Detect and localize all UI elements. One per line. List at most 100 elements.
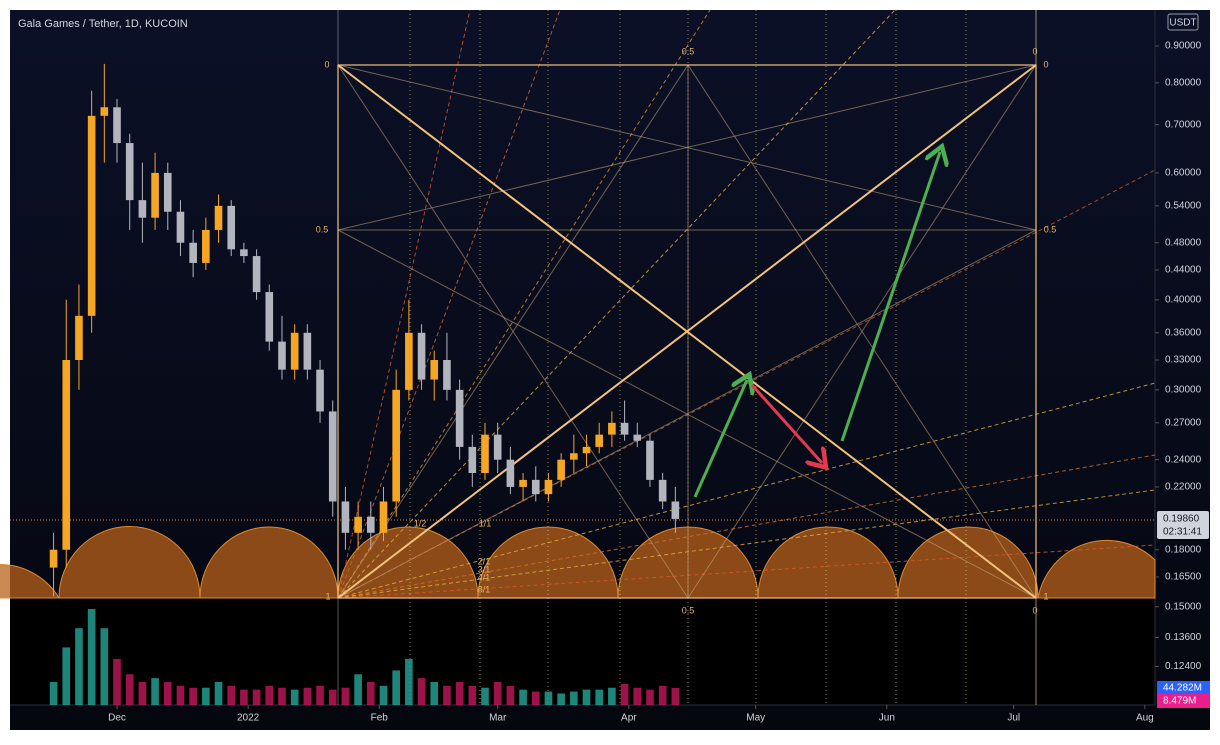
candle-body [620, 422, 629, 435]
candle-body [405, 332, 413, 390]
candle-body [595, 434, 604, 447]
volume-bar [417, 678, 426, 705]
y-tick-label: 0.22000 [1165, 482, 1202, 493]
volume-bar [151, 678, 159, 705]
volume-bar [227, 685, 236, 705]
volume-bar [265, 685, 274, 705]
gann-label: 1 [325, 591, 330, 601]
volume-bar [557, 693, 565, 705]
candles [49, 63, 680, 705]
volume-bar [290, 689, 299, 705]
y-tick-label: 0.16500 [1165, 572, 1202, 583]
gann-label: 2/1 [478, 556, 491, 566]
gann-line [687, 64, 1037, 599]
arrow-up [693, 380, 747, 498]
volume-bar [163, 681, 172, 705]
gann-label: 0 [1043, 59, 1048, 69]
volume-bar [49, 681, 58, 705]
x-tick-label: Jun [879, 713, 895, 724]
y-tick-label: 0.36000 [1165, 327, 1202, 338]
volume-bar [646, 689, 654, 705]
gann-label: 1/2 [414, 518, 427, 528]
candle-body [227, 205, 236, 250]
gann-fan-line [337, 544, 1156, 599]
x-tick-label: Mar [489, 713, 507, 724]
gann-label: 3/1 [478, 564, 491, 574]
volume-bar [620, 683, 629, 705]
x-tick-label: Apr [621, 713, 637, 724]
candle-body [481, 434, 489, 474]
volume-bar [531, 691, 540, 705]
candle-body [138, 200, 147, 218]
gann-label: 1/1 [479, 518, 492, 528]
candle-body [366, 516, 375, 533]
candle-body [493, 434, 502, 460]
x-tick-label: May [746, 713, 765, 724]
volume-bar [506, 685, 515, 705]
volume-bar [138, 681, 147, 705]
arrow-up [840, 152, 940, 442]
volume-bar [633, 687, 642, 705]
candle-body [265, 292, 274, 342]
candle-body [328, 411, 337, 502]
candle-body [582, 446, 591, 454]
candle-body [392, 389, 400, 502]
candle-body [544, 479, 553, 495]
candle-body [633, 434, 642, 441]
volume-bar [544, 691, 553, 705]
y-tick-label: 0.54000 [1165, 201, 1202, 212]
candle-body [100, 107, 109, 116]
gann-label: 0 [1032, 46, 1037, 56]
gann-label: 0.5 [1044, 224, 1057, 234]
candle-body [468, 446, 477, 474]
candle-body [646, 440, 654, 480]
y-tick-label: 0.30000 [1165, 384, 1202, 395]
volume-badge-label: 44.282M [1163, 683, 1202, 694]
candle-body [240, 249, 248, 257]
chart-title: Gala Games / Tether, 1D, KUCOIN [18, 18, 188, 30]
volume-bar [455, 681, 464, 705]
gann-line [337, 229, 1037, 599]
gann-label: 8/1 [478, 584, 491, 594]
gann-label: 0 [1032, 605, 1037, 615]
candle-body [506, 459, 515, 487]
y-tick-label: 0.60000 [1165, 168, 1202, 179]
gann-fan-line [337, 454, 1156, 599]
volume-bar [379, 685, 388, 705]
last-price-label: 0.19860 [1163, 514, 1200, 525]
candle-body [151, 172, 159, 218]
x-tick-label: Feb [371, 713, 389, 724]
currency-label: USDT [1169, 18, 1196, 29]
volume-bar [202, 687, 210, 705]
gann-diagonal [337, 64, 1037, 599]
volume-bar [366, 681, 375, 705]
candle-body [113, 107, 121, 144]
y-tick-label: 0.12400 [1165, 661, 1202, 672]
y-tick-label: 0.80000 [1165, 78, 1202, 89]
y-tick-label: 0.15000 [1165, 601, 1202, 612]
volume-bar [240, 689, 248, 705]
last-price-badge [1157, 510, 1209, 539]
y-tick-label: 0.27000 [1165, 417, 1202, 428]
x-tick-label: 2022 [237, 713, 260, 724]
candle-body [49, 549, 58, 568]
candle-body [189, 242, 197, 263]
volume-badge [1157, 681, 1210, 695]
volume-bar [608, 687, 616, 705]
volume-badge [1157, 694, 1210, 708]
candle-body [176, 211, 185, 243]
volume-bar [278, 687, 286, 705]
candle-body [557, 459, 565, 480]
candle-body [163, 172, 172, 212]
y-tick-label: 0.48000 [1165, 237, 1202, 248]
gann-label: 0.5 [316, 224, 329, 234]
y-tick-label: 0.70000 [1165, 119, 1202, 130]
candle-body [214, 205, 223, 230]
candle-body [354, 516, 362, 533]
candle-body [379, 501, 388, 533]
candle-body [252, 256, 261, 293]
gann-label: 0.5 [682, 605, 695, 615]
volume-bar [62, 647, 71, 705]
gann-line [337, 64, 1037, 231]
